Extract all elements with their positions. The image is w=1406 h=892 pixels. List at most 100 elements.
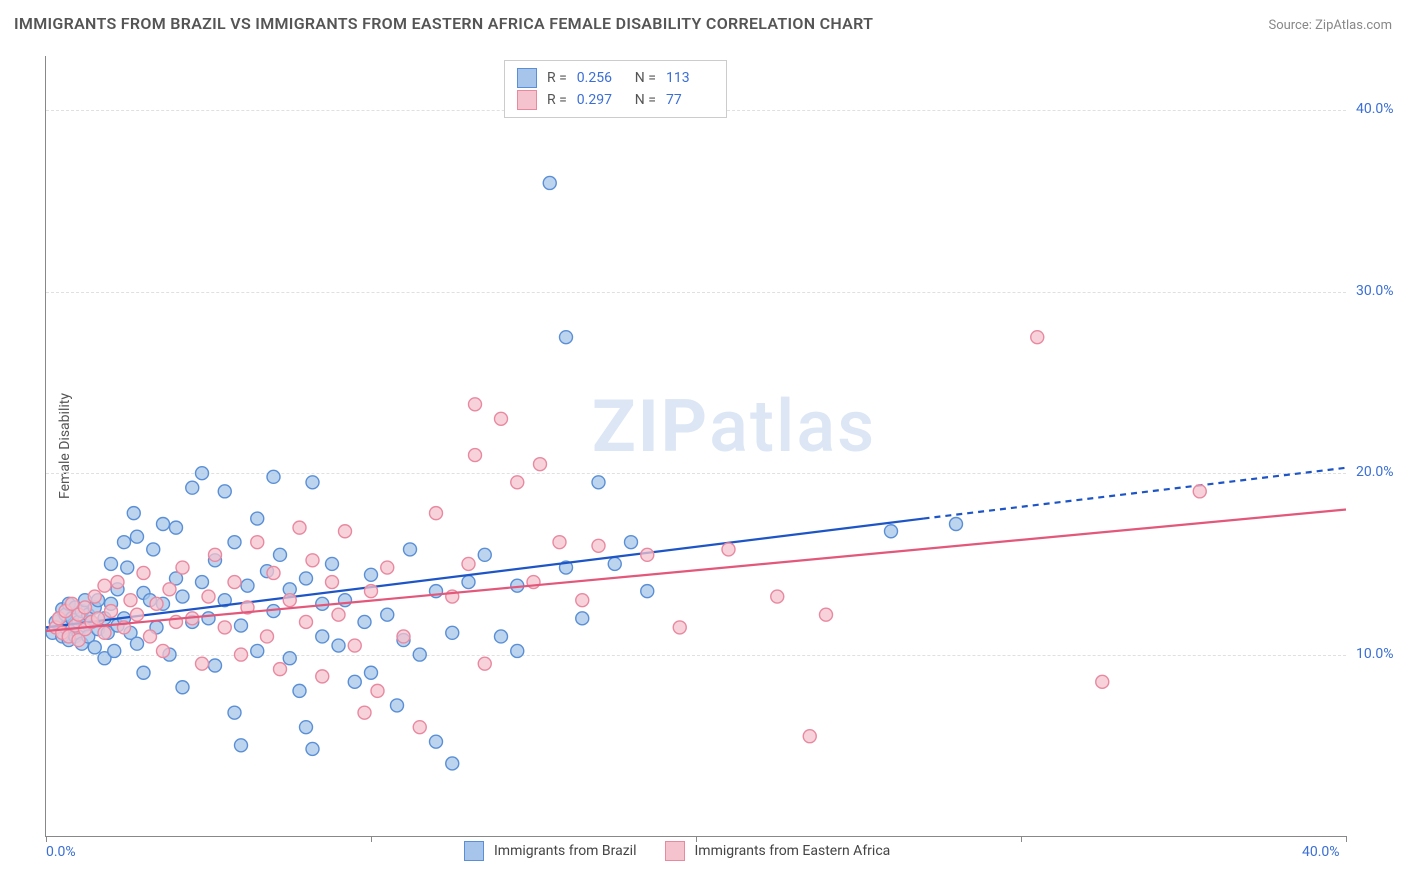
data-point-brazil (196, 576, 209, 589)
data-point-eafrica (413, 721, 426, 734)
data-point-eafrica (267, 566, 280, 579)
data-point-brazil (196, 467, 209, 480)
data-point-brazil (131, 637, 144, 650)
data-point-brazil (186, 481, 199, 494)
stats-legend: R =0.256N =113R =0.297N =77 (504, 60, 727, 118)
data-point-eafrica (576, 594, 589, 607)
x-tick-mark (1021, 836, 1022, 842)
data-point-eafrica (163, 583, 176, 596)
data-point-brazil (202, 612, 215, 625)
data-point-brazil (228, 706, 241, 719)
data-point-eafrica (283, 594, 296, 607)
data-point-brazil (511, 644, 524, 657)
data-point-eafrica (300, 615, 313, 628)
n-label: N = (635, 67, 656, 89)
swatch-brazil (517, 68, 537, 88)
data-point-brazil (358, 615, 371, 628)
data-point-brazil (625, 536, 638, 549)
data-point-brazil (478, 548, 491, 561)
data-point-brazil (131, 530, 144, 543)
data-point-eafrica (430, 507, 443, 520)
legend-label: Immigrants from Brazil (494, 840, 637, 862)
data-point-eafrica (673, 621, 686, 634)
y-tick-label: 10.0% (1356, 646, 1406, 662)
data-point-eafrica (137, 566, 150, 579)
x-tick-label: 40.0% (1302, 844, 1340, 860)
data-point-eafrica (358, 706, 371, 719)
data-point-brazil (381, 608, 394, 621)
data-point-eafrica (131, 608, 144, 621)
data-point-brazil (316, 630, 329, 643)
data-point-brazil (118, 536, 131, 549)
data-point-brazil (446, 757, 459, 770)
r-label: R = (547, 89, 567, 111)
data-point-eafrica (274, 663, 287, 676)
data-point-brazil (108, 644, 121, 657)
data-point-brazil (209, 659, 222, 672)
stats-row-brazil: R =0.256N =113 (517, 67, 714, 89)
n-value: 77 (666, 89, 714, 111)
data-point-eafrica (157, 644, 170, 657)
data-point-brazil (950, 518, 963, 531)
n-value: 113 (666, 67, 714, 89)
data-point-eafrica (261, 630, 274, 643)
data-point-brazil (235, 619, 248, 632)
data-point-brazil (170, 521, 183, 534)
swatch-eafrica (665, 841, 685, 861)
data-point-eafrica (511, 476, 524, 489)
x-tick-mark (371, 836, 372, 842)
y-tick-label: 20.0% (1356, 464, 1406, 480)
data-point-eafrica (553, 536, 566, 549)
data-point-brazil (235, 739, 248, 752)
data-point-brazil (293, 684, 306, 697)
data-point-brazil (365, 666, 378, 679)
data-point-eafrica (397, 630, 410, 643)
data-point-eafrica (92, 612, 105, 625)
swatch-eafrica (517, 90, 537, 110)
r-label: R = (547, 67, 567, 89)
data-point-brazil (543, 176, 556, 189)
scatter-svg (46, 56, 1346, 836)
data-point-brazil (348, 675, 361, 688)
data-point-eafrica (495, 412, 508, 425)
chart-title: IMMIGRANTS FROM BRAZIL VS IMMIGRANTS FRO… (14, 14, 873, 33)
data-point-eafrica (1096, 675, 1109, 688)
data-point-eafrica (592, 539, 605, 552)
data-point-eafrica (365, 585, 378, 598)
data-point-eafrica (293, 521, 306, 534)
data-point-brazil (306, 476, 319, 489)
data-point-brazil (121, 561, 134, 574)
data-point-eafrica (722, 543, 735, 556)
data-point-brazil (228, 536, 241, 549)
data-point-brazil (267, 470, 280, 483)
data-point-eafrica (79, 601, 92, 614)
data-point-brazil (137, 666, 150, 679)
r-value: 0.297 (577, 89, 625, 111)
data-point-eafrica (326, 576, 339, 589)
data-point-brazil (251, 644, 264, 657)
data-point-eafrica (144, 630, 157, 643)
data-point-brazil (176, 590, 189, 603)
data-point-eafrica (105, 605, 118, 618)
data-point-brazil (300, 572, 313, 585)
data-point-eafrica (306, 554, 319, 567)
data-point-eafrica (98, 579, 111, 592)
data-point-eafrica (202, 590, 215, 603)
data-point-eafrica (98, 626, 111, 639)
data-point-eafrica (124, 594, 137, 607)
data-point-brazil (885, 525, 898, 538)
x-tick-mark (1346, 836, 1347, 842)
data-point-brazil (560, 331, 573, 344)
n-label: N = (635, 89, 656, 111)
data-point-brazil (446, 626, 459, 639)
chart-container: IMMIGRANTS FROM BRAZIL VS IMMIGRANTS FRO… (0, 0, 1406, 892)
data-point-eafrica (381, 561, 394, 574)
data-point-brazil (127, 507, 140, 520)
data-point-eafrica (332, 608, 345, 621)
data-point-eafrica (469, 449, 482, 462)
data-point-brazil (241, 579, 254, 592)
data-point-eafrica (235, 648, 248, 661)
data-point-brazil (608, 557, 621, 570)
data-point-eafrica (209, 548, 222, 561)
legend-label: Immigrants from Eastern Africa (695, 840, 891, 862)
